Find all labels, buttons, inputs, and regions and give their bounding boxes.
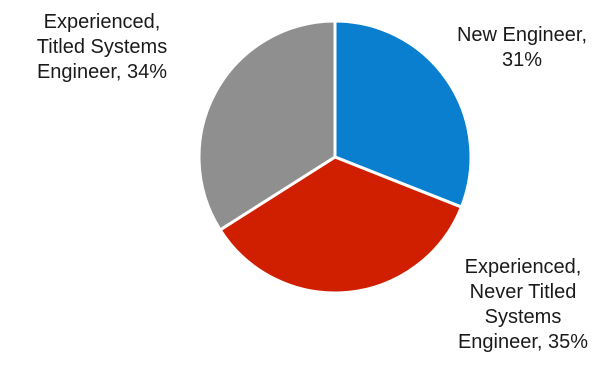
slice-label-line: Experienced, [44, 11, 161, 33]
slice-label-3: Experienced, Titled Systems Engineer, 34% [37, 11, 167, 83]
slice-label-2: Experienced, Never Titled Systems Engineer,… [458, 256, 588, 353]
pie-slices [197, 19, 473, 295]
slice-label-line: Titled Systems [37, 36, 167, 58]
pie-slice-2 [218, 155, 463, 295]
slice-label-1: New Engineer, 31% [457, 24, 587, 71]
slice-label-line: Experienced, [465, 256, 582, 278]
slice-label-line: New Engineer, [457, 24, 587, 46]
pie-labels: New Engineer, 31% Experienced, Never Titled… [37, 11, 588, 353]
slice-label-line: Never Titled [470, 281, 577, 303]
slice-label-line: Systems [485, 306, 562, 328]
slice-label-line: Engineer, 35% [458, 331, 588, 353]
pie-slice-1 [333, 19, 473, 209]
pie-slice-3 [197, 19, 337, 232]
slice-label-line: 31% [502, 49, 542, 71]
slice-label-line: Engineer, 34% [37, 61, 167, 83]
